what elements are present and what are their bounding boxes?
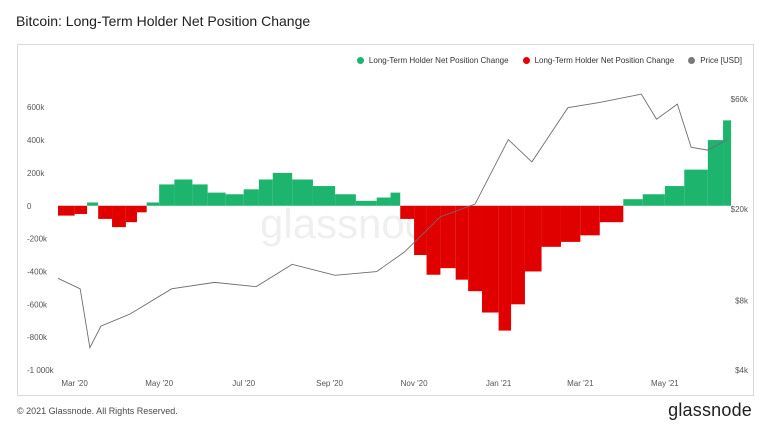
left-axis-tick-label: 400k	[27, 136, 45, 145]
net-position-bar	[146, 202, 160, 206]
x-axis-tick-label: Mar '21	[567, 379, 594, 388]
net-position-bar	[58, 205, 75, 216]
net-position-bar	[414, 205, 427, 256]
net-position-bar	[207, 192, 226, 206]
left-axis-tick-label: -800k	[27, 333, 48, 342]
legend-dot-gray-icon	[688, 57, 696, 64]
net-position-bar	[481, 205, 499, 313]
net-position-bar	[426, 205, 441, 275]
copyright-text: © 2021 Glassnode. All Rights Reserved.	[17, 406, 178, 416]
x-axis: Mar '20 May '20 Jul '20 Sep '20 Nov '20 Jan '…	[61, 379, 679, 388]
legend-label-negative: Long-Term Holder Net Position Change	[534, 56, 675, 65]
legend-item-positive[interactable]: Long-Term Holder Net Position Change	[356, 56, 509, 65]
net-position-bar	[98, 205, 113, 219]
plot-area	[17, 44, 754, 396]
legend-item-negative[interactable]: Long-Term Holder Net Position Change	[522, 56, 675, 65]
net-position-bar	[468, 205, 482, 292]
net-position-bar	[312, 186, 336, 206]
net-position-bar	[192, 184, 208, 206]
net-position-bar	[664, 186, 685, 206]
net-position-bar	[112, 205, 126, 228]
net-position-bar	[684, 169, 708, 206]
chart-title: Bitcoin: Long-Term Holder Net Position C…	[16, 13, 311, 29]
x-axis-tick-label: Mar '20	[61, 379, 88, 388]
left-axis: 600k 400k 200k 0 -200k -400k -600k -800k -1 000k	[27, 103, 55, 375]
right-axis-tick-label: $20k	[731, 205, 749, 214]
net-position-bar	[355, 200, 377, 206]
price-layer	[57, 93, 728, 350]
net-position-bar	[225, 194, 244, 206]
right-axis: $60k $20k $8k $4k	[731, 95, 749, 375]
net-position-bar	[292, 179, 313, 206]
left-axis-tick-label: 200k	[27, 169, 45, 178]
net-position-bar	[87, 202, 99, 206]
net-position-bar	[541, 205, 561, 247]
left-axis-tick-label: 600k	[27, 103, 45, 112]
net-position-bar	[335, 194, 356, 206]
net-position-bar	[136, 205, 147, 213]
net-position-bar	[174, 179, 193, 206]
net-position-bar	[125, 205, 137, 223]
net-position-bar	[642, 194, 665, 206]
net-position-bar	[560, 205, 581, 242]
net-position-bar	[723, 120, 732, 206]
legend-label-positive: Long-Term Holder Net Position Change	[368, 56, 509, 65]
net-position-bar	[455, 205, 469, 280]
net-position-bar	[440, 205, 456, 269]
x-axis-tick-label: Nov '20	[401, 379, 428, 388]
right-axis-tick-label: $4k	[735, 366, 749, 375]
net-position-bar	[272, 172, 293, 206]
net-position-bar	[400, 205, 415, 219]
left-axis-tick-label: -1 000k	[27, 366, 55, 375]
net-position-bar	[599, 205, 624, 223]
legend: Long-Term Holder Net Position Change Lon…	[356, 56, 742, 65]
net-position-bar	[376, 197, 391, 206]
bars-layer	[58, 120, 732, 331]
x-axis-tick-label: Jan '21	[486, 379, 512, 388]
net-position-bar	[707, 140, 724, 206]
net-position-bar	[243, 189, 259, 206]
net-position-bar	[511, 205, 525, 305]
net-position-bar	[390, 192, 401, 206]
left-axis-tick-label: -600k	[27, 300, 48, 309]
net-position-bar	[74, 205, 88, 214]
left-axis-tick-label: -400k	[27, 267, 48, 276]
legend-item-price[interactable]: Price [USD]	[688, 56, 742, 65]
x-axis-tick-label: May '21	[651, 379, 679, 388]
left-axis-tick-label: 0	[27, 202, 32, 211]
net-position-bar	[498, 205, 512, 331]
brand-logo: glassnode	[668, 400, 752, 420]
legend-dot-red-icon	[522, 57, 530, 64]
right-axis-tick-label: $60k	[731, 95, 749, 104]
left-axis-tick-label: -200k	[27, 235, 48, 244]
net-position-bar	[623, 199, 643, 206]
net-position-bar	[580, 205, 600, 236]
net-position-bar	[524, 205, 542, 272]
net-position-bar	[159, 184, 175, 206]
net-position-bar	[258, 179, 273, 206]
legend-label-price: Price [USD]	[700, 56, 742, 65]
x-axis-tick-label: May '20	[145, 379, 173, 388]
legend-dot-green-icon	[356, 57, 364, 64]
right-axis-tick-label: $8k	[735, 297, 749, 306]
price-line	[57, 93, 728, 350]
x-axis-tick-label: Sep '20	[316, 379, 343, 388]
x-axis-tick-label: Jul '20	[232, 379, 255, 388]
